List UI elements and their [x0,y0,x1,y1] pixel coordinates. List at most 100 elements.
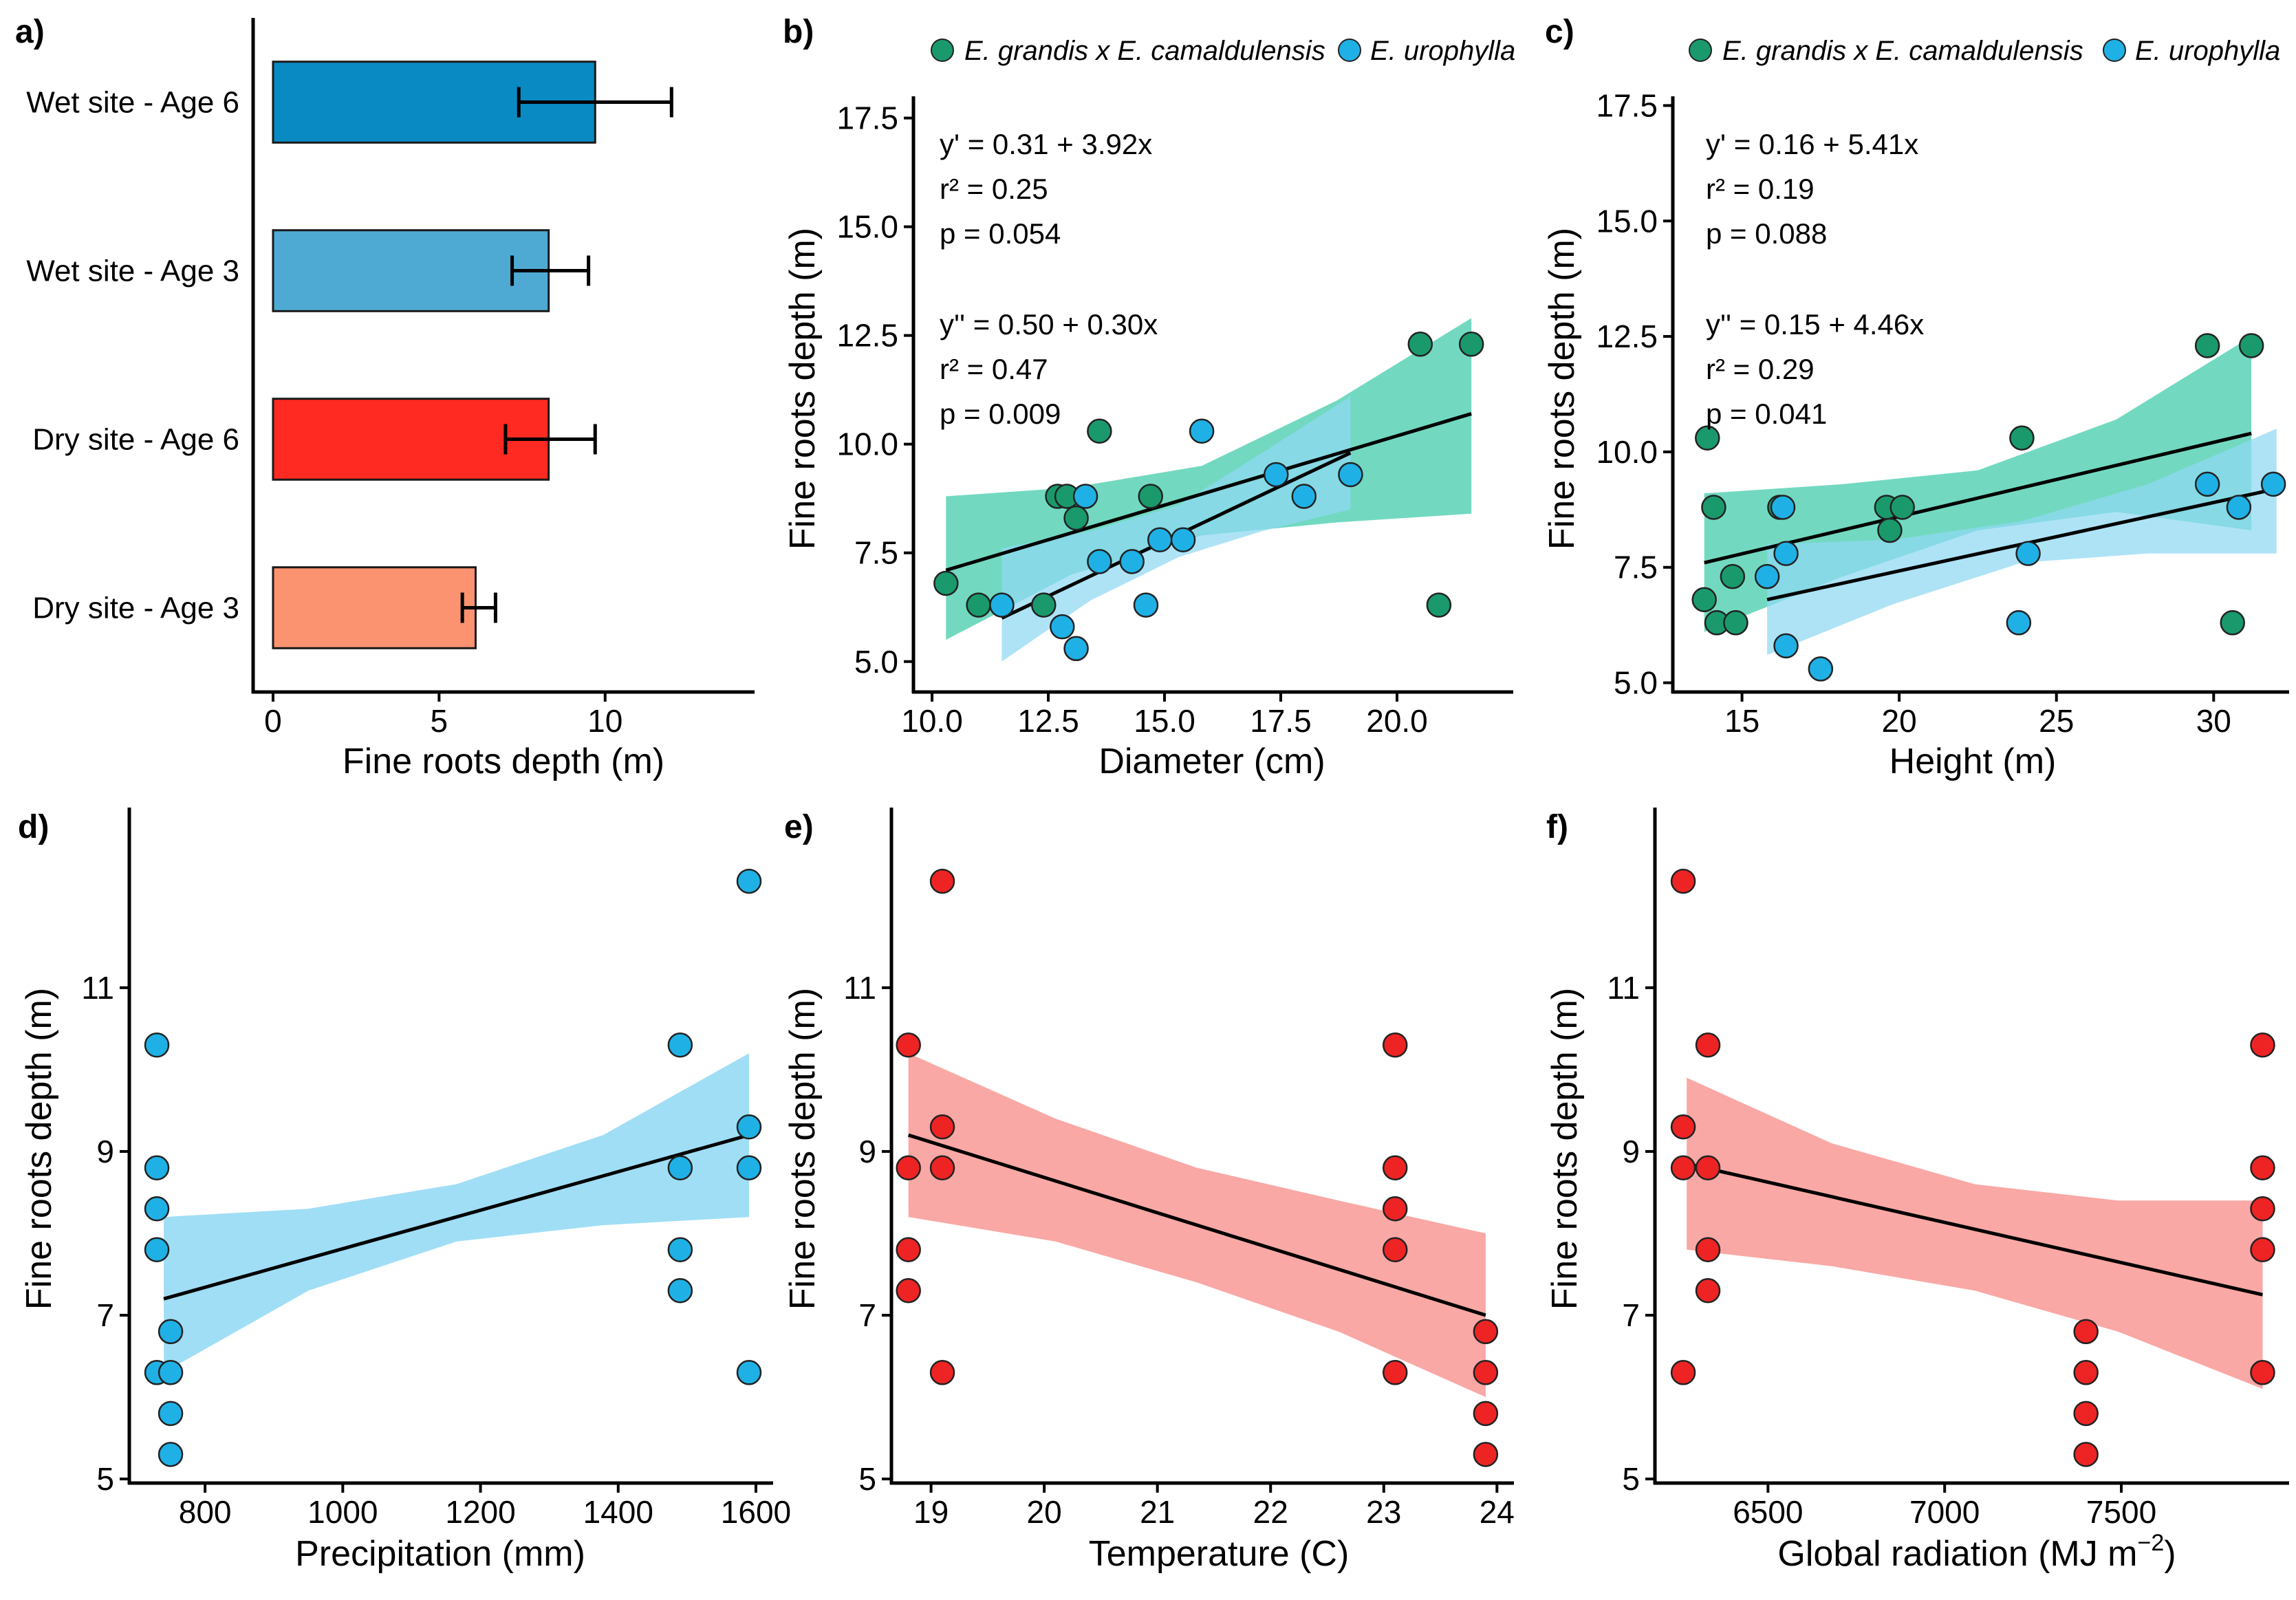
y-tick-label: 5.0 [854,644,898,680]
panel-a-bar-chart: a) Wet site - Age 6 Wet site - Age 3 Dry s… [15,14,755,781]
x-tick-label: 5 [431,703,448,739]
y-tick-label: 7.5 [854,535,898,571]
data-point [1291,484,1317,509]
y-tick-label: 7 [858,1297,876,1333]
data-point [2009,425,2035,451]
x-tick-label: 20 [1027,1494,1062,1530]
x-tick-label: 22 [1253,1494,1288,1530]
data-point [667,1032,693,1058]
panel-e-label: e) [784,809,814,845]
data-point [144,1237,170,1263]
x-tick-label: 0 [264,703,282,739]
data-point [1031,592,1057,618]
x-tick-label: 23 [1366,1494,1401,1530]
regression-line [945,412,1472,572]
data-point [1426,592,1452,618]
data-point [2194,333,2220,358]
bar [272,398,550,481]
data-point [158,1401,184,1427]
data-point [1189,418,1215,444]
data-point [1072,484,1098,509]
data-point [1808,656,1834,682]
data-point [1770,495,1796,520]
panel-b-scatter-chart: b) E. grandis x E. camaldulensis E. urop… [783,14,1515,781]
data-point [1264,462,1289,488]
data-point [1695,1237,1721,1263]
x-tick-label: 30 [2196,703,2231,739]
legend-marker-grandis [931,39,954,62]
data-point [2226,495,2252,520]
data-point [144,1196,170,1222]
data-point [2073,1442,2099,1467]
y-tick-label: 5 [1622,1461,1640,1497]
data-point [1087,418,1112,444]
panel-b-r2-2: r² = 0.47 [940,353,1048,385]
data-point [736,1155,762,1180]
x-tick-label: 17.5 [1250,703,1312,739]
x-tick-label: 10.0 [901,703,963,739]
panel-b-r2-1: r² = 0.25 [940,173,1048,205]
data-point [1050,614,1075,640]
regression-line [907,1133,1486,1317]
data-point [896,1155,921,1180]
panel-f-x-axis-title: Global radiation (MJ m−2) [1777,1530,2176,1574]
regression-line [1704,431,2252,565]
y-tick-label: 10.0 [1596,434,1658,470]
data-point [1133,592,1159,618]
data-point [1473,1360,1499,1385]
panel-c-r2-2: r² = 0.29 [1706,353,1815,385]
data-point [2194,471,2220,497]
x-tick-label: 15.0 [1134,703,1195,739]
x-tick-label: 19 [913,1494,949,1530]
panel-e-y-axis-title: Fine roots depth (m) [783,988,823,1310]
data-point [1723,610,1748,636]
data-point [896,1278,921,1304]
panel-d-y-axis-title: Fine roots depth (m) [19,988,59,1310]
data-point [1458,332,1484,357]
x-tick-label: 800 [179,1494,232,1530]
panel-f-x-axis-title-sup: −2 [2137,1530,2164,1556]
data-point [1063,636,1089,662]
panel-d-label: d) [18,809,49,845]
panel-c-p-2: p = 0.041 [1706,398,1827,430]
data-point [2015,541,2041,566]
data-point [929,1114,955,1140]
data-point [2220,610,2245,636]
data-point [896,1237,921,1263]
data-point [1695,1155,1721,1180]
data-point [896,1032,921,1058]
data-point [2250,1155,2275,1180]
data-point [158,1442,184,1467]
data-point [929,868,955,894]
y-tick-label: 11 [81,970,114,1006]
legend-marker-urophylla [2103,39,2126,62]
data-point [1695,1032,1721,1058]
x-tick-label: 10 [587,703,622,739]
y-tick-label: 9 [1622,1134,1640,1169]
panel-b-y-axis-title: Fine roots depth (m) [783,228,823,550]
y-tick-label: 17.5 [1596,87,1658,123]
panel-b-p-1: p = 0.054 [940,217,1061,250]
data-point [1382,1237,1408,1263]
data-point [1382,1196,1408,1222]
data-point [2073,1360,2099,1385]
x-tick-label: 15 [1724,703,1759,739]
data-point [1382,1360,1408,1385]
data-point [1670,1114,1696,1140]
data-point [2250,1237,2275,1263]
data-point [1119,549,1145,574]
data-point [1087,549,1112,574]
data-point [2073,1401,2099,1427]
data-point [1754,563,1780,590]
category-label: Dry site - Age 6 [32,423,239,457]
data-point [1670,1155,1696,1180]
data-point [1773,541,1799,566]
panel-c-r2-1: r² = 0.19 [1706,173,1815,205]
panel-a-x-axis-title: Fine roots depth (m) [343,742,664,781]
data-point [158,1360,184,1385]
panel-c-scatter-chart: c) E. grandis x E. camaldulensis E. urop… [1542,14,2289,781]
y-tick-label: 5 [858,1461,876,1497]
panel-b-legend: E. grandis x E. camaldulensis E. urophyl… [931,36,1515,66]
data-point [2250,1196,2275,1222]
